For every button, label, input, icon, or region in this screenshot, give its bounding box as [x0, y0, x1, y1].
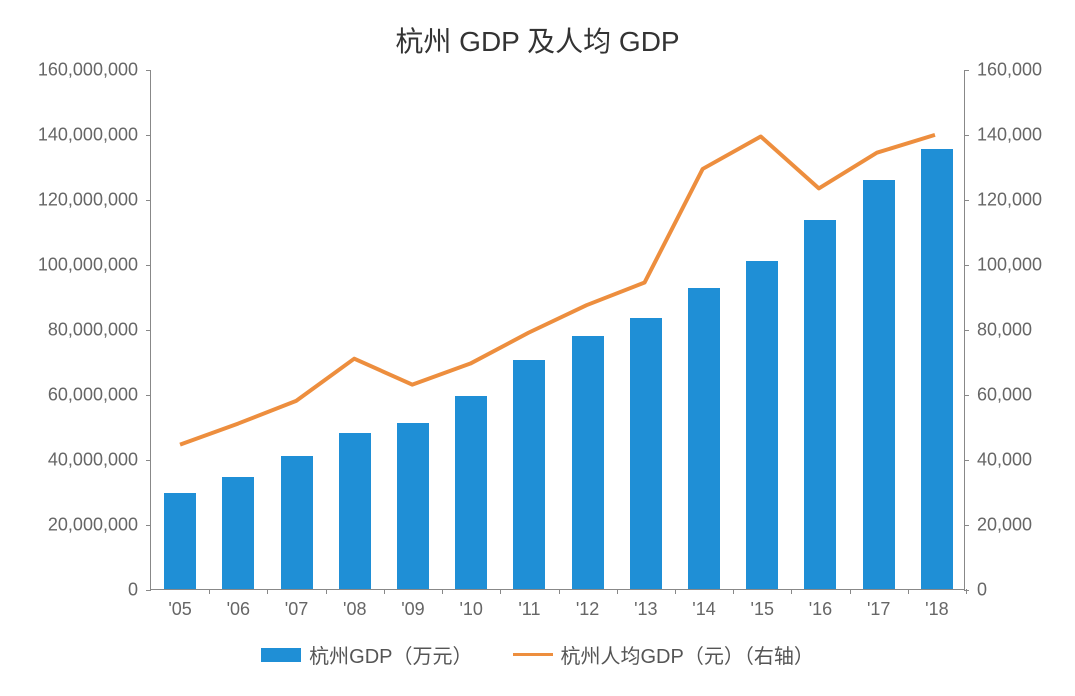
y-axis-left: 020,000,00040,000,00060,000,00080,000,00…	[21, 70, 146, 589]
gdp-chart: 杭州 GDP 及人均 GDP 020,000,00040,000,00060,0…	[20, 20, 1055, 676]
y-left-tick-label: 120,000,000	[38, 190, 138, 211]
legend-bar-swatch	[261, 648, 301, 662]
x-tick-label: '05	[168, 599, 191, 620]
plot-area: 020,000,00040,000,00060,000,00080,000,00…	[150, 70, 965, 590]
x-tick-label: '07	[285, 599, 308, 620]
x-tick-label: '14	[692, 599, 715, 620]
y-left-tick-label: 60,000,000	[48, 385, 138, 406]
legend-item-bar: 杭州GDP（万元）	[261, 640, 472, 669]
legend-bar-label: 杭州GDP（万元）	[309, 640, 472, 669]
y-right-tick-label: 140,000	[977, 125, 1042, 146]
x-tick-label: '11	[518, 599, 540, 620]
legend-line-label: 杭州人均GDP（元）（右轴）	[561, 640, 814, 669]
bar	[630, 318, 662, 589]
y-axis-right: 020,00040,00060,00080,000100,000120,0001…	[969, 70, 1054, 589]
bar	[339, 433, 371, 589]
y-right-tick-label: 120,000	[977, 190, 1042, 211]
legend-line-swatch	[513, 653, 553, 656]
legend-item-line: 杭州人均GDP（元）（右轴）	[513, 640, 814, 669]
chart-title: 杭州 GDP 及人均 GDP	[20, 20, 1055, 60]
y-right-tick-label: 160,000	[977, 60, 1042, 81]
x-tick-label: '06	[227, 599, 250, 620]
x-tick-label: '09	[401, 599, 424, 620]
x-tick-label: '10	[459, 599, 482, 620]
y-right-tick-label: 80,000	[977, 320, 1032, 341]
y-left-tick-label: 0	[128, 580, 138, 601]
y-left-tick-label: 100,000,000	[38, 255, 138, 276]
bar	[572, 336, 604, 590]
bar	[921, 149, 953, 589]
y-left-tick-label: 160,000,000	[38, 60, 138, 81]
bar	[222, 477, 254, 589]
y-left-tick-label: 40,000,000	[48, 450, 138, 471]
bar	[455, 396, 487, 589]
bar	[863, 180, 895, 590]
bar	[746, 261, 778, 589]
y-right-tick-label: 20,000	[977, 515, 1032, 536]
x-axis: '05 '06 '07 '08 '09 '10 '11 '12 '13 '14 '15 '16 '17 '…	[151, 594, 964, 624]
bar	[688, 288, 720, 589]
y-right-tick-label: 100,000	[977, 255, 1042, 276]
bar	[397, 423, 429, 589]
legend: 杭州GDP（万元） 杭州人均GDP（元）（右轴）	[20, 640, 1055, 669]
y-right-tick-label: 0	[977, 580, 987, 601]
y-right-tick-label: 40,000	[977, 450, 1032, 471]
x-tick-label: '17	[867, 599, 890, 620]
x-tick-label: '08	[343, 599, 366, 620]
bar	[164, 493, 196, 589]
x-tick-label: '13	[634, 599, 657, 620]
y-left-tick-label: 140,000,000	[38, 125, 138, 146]
bar	[513, 360, 545, 589]
y-left-tick-label: 20,000,000	[48, 515, 138, 536]
bar-group	[151, 70, 964, 589]
x-tick-label: '16	[809, 599, 832, 620]
x-tick-label: '12	[576, 599, 599, 620]
bar	[804, 220, 836, 589]
x-tick-label: '18	[925, 599, 948, 620]
y-right-tick-label: 60,000	[977, 385, 1032, 406]
x-tick-label: '15	[751, 599, 774, 620]
bar	[281, 456, 313, 589]
y-left-tick-label: 80,000,000	[48, 320, 138, 341]
